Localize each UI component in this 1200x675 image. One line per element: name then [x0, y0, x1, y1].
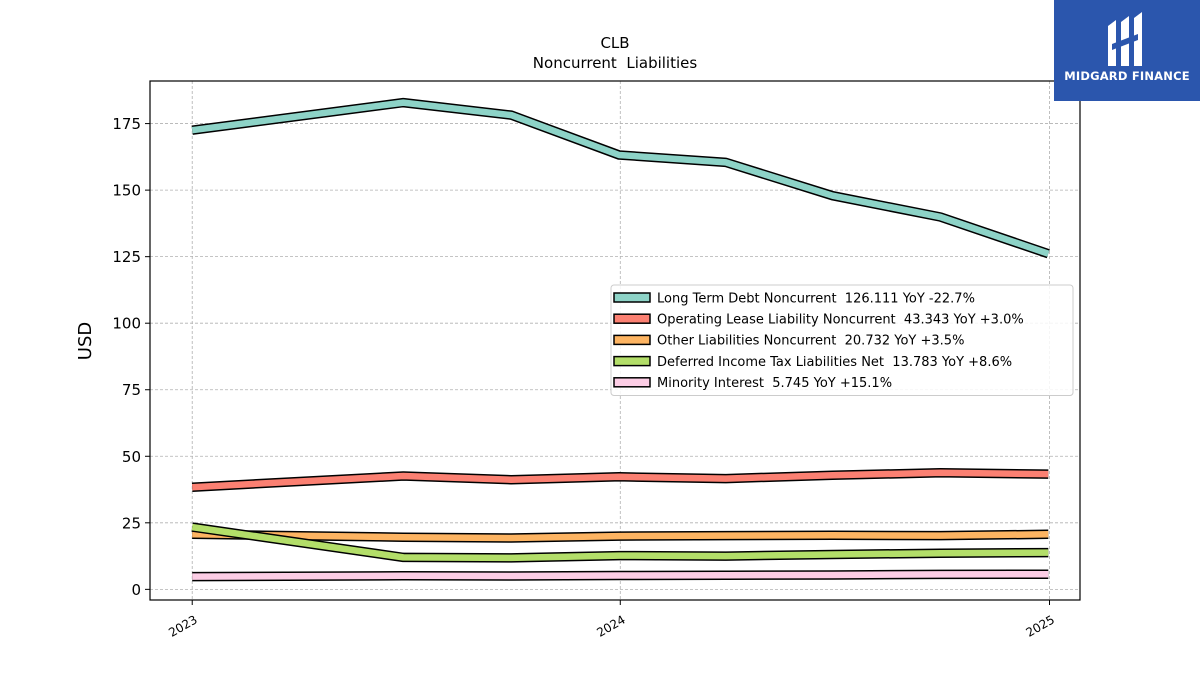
y-axis-label: USD [75, 322, 96, 360]
series-line-minority-interest [192, 570, 1049, 580]
legend-swatch [613, 377, 651, 388]
plot-frame [149, 80, 1081, 601]
legend-swatch [613, 292, 651, 303]
x-axis: 2023 2024 2025 [166, 600, 1057, 640]
legend-label: Deferred Income Tax Liabilities Net 13.7… [657, 355, 1012, 370]
series-lines [191, 97, 1050, 582]
y-axis: 0 25 50 75 100 125 150 175 [112, 115, 150, 599]
series-line-deferred-income-tax-liabilities-net [191, 523, 1049, 562]
x-tick-label: 2024 [594, 612, 627, 639]
legend-label: Operating Lease Liability Noncurrent 43.… [657, 313, 1024, 328]
x-tick-label: 2023 [166, 612, 199, 639]
brand-logo: MIDGARD FINANCE [1054, 0, 1200, 101]
legend-label: Long Term Debt Noncurrent 126.111 YoY -2… [657, 291, 975, 306]
chart-subtitle: Noncurrent Liabilities [533, 54, 698, 72]
logo-text: MIDGARD FINANCE [1064, 69, 1190, 83]
chart-title: CLB [600, 34, 629, 52]
y-tick-label: 75 [122, 381, 141, 399]
y-tick-label: 50 [122, 448, 141, 466]
y-tick-label: 0 [131, 581, 141, 599]
legend-swatch [613, 334, 651, 346]
legend-label: Other Liabilities Noncurrent 20.732 YoY … [657, 334, 964, 349]
series-line-long-term-debt-noncurrent [191, 99, 1050, 257]
y-tick-label: 100 [112, 315, 141, 333]
x-tick-label: 2025 [1024, 612, 1057, 639]
y-tick-label: 150 [112, 182, 141, 200]
legend-swatch [613, 313, 651, 324]
legend-box [610, 284, 1074, 396]
legend: Long Term Debt Noncurrent 126.111 YoY -2… [610, 284, 1074, 396]
logo-mark-icon [1108, 12, 1142, 66]
legend-swatch [613, 355, 651, 367]
y-tick-label: 125 [112, 248, 141, 266]
y-tick-label: 25 [122, 514, 141, 532]
legend-label: Minority Interest 5.745 YoY +15.1% [657, 376, 892, 391]
series-line-other-liabilities-noncurrent [192, 531, 1049, 542]
series-line-operating-lease-liability-noncurrent [192, 469, 1049, 491]
y-tick-label: 175 [112, 115, 141, 133]
